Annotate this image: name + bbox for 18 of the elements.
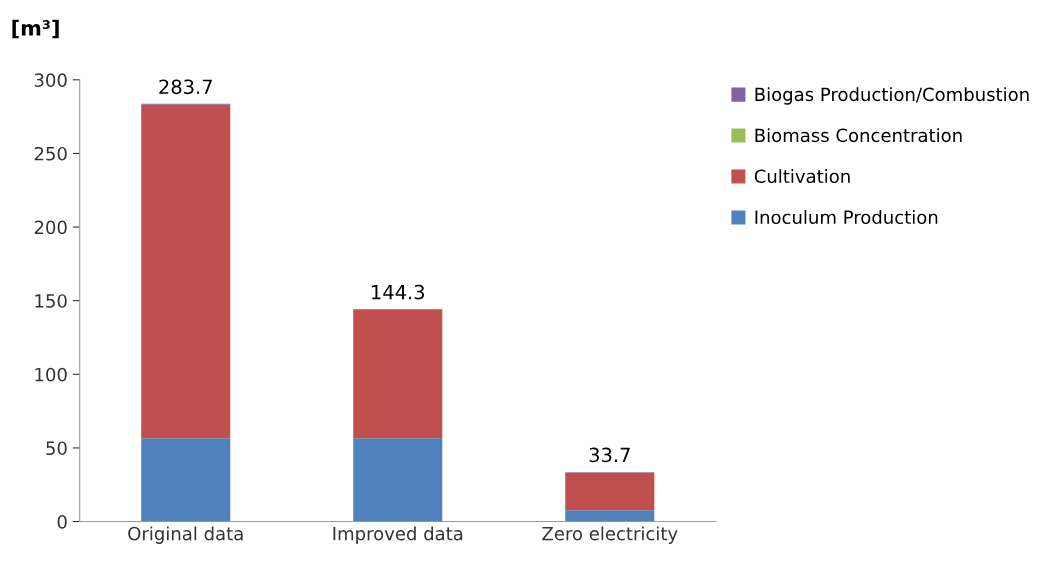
x-tick-label: Original data xyxy=(128,526,243,544)
legend-label: Biomass Concentration xyxy=(755,128,962,143)
y-axis-title: [m³] xyxy=(12,19,59,39)
y-tick-label: 200 xyxy=(34,220,67,235)
x-tick-label: Zero electricity xyxy=(542,526,678,544)
y-tick-label: 100 xyxy=(35,367,67,382)
y-tick-label: 0 xyxy=(57,515,67,529)
y-tick-label: 300 xyxy=(34,73,67,87)
total-label: 283.7 xyxy=(159,79,212,95)
legend-label: Cultivation xyxy=(754,169,850,184)
y-tick-label: 50 xyxy=(46,441,67,456)
total-label: 33.7 xyxy=(589,447,630,463)
x-tick-label: Improved data xyxy=(333,526,463,544)
y-tick-label: 150 xyxy=(35,294,67,308)
y-tick-label: 250 xyxy=(34,146,67,161)
legend-label: Inoculum Production xyxy=(755,210,938,225)
total-label: 144.3 xyxy=(372,284,425,300)
legend-label: Biogas Production/Combustion xyxy=(755,87,1029,105)
